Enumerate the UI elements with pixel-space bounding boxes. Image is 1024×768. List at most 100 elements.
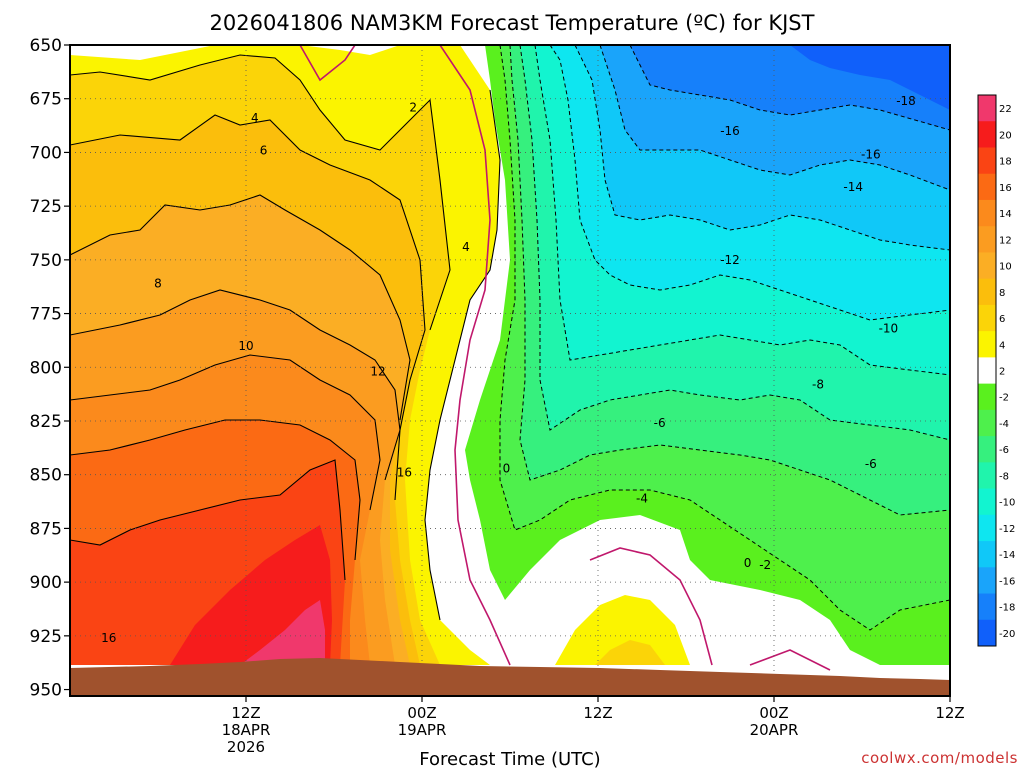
temp-band-22 [240,600,325,665]
y-tick-label: 725 [30,197,62,217]
y-tick-label: 750 [30,251,62,271]
contour-label: -16 [720,124,740,138]
colorbar-swatch [978,226,996,253]
contour-label: -6 [865,457,877,471]
colorbar-label: 6 [999,314,1005,325]
x-axis-title: Forecast Time (UTC) [419,749,600,768]
x-tick-label: 00Z [407,704,436,722]
colorbar-label: -8 [999,471,1009,482]
y-tick-label: 875 [30,519,62,539]
contour-label: 16 [101,631,116,645]
colorbar-label: -6 [999,445,1009,456]
colorbar-frame [977,94,997,647]
colorbar-swatch [978,409,996,437]
contour-label: -18 [896,94,916,108]
warm-contours [70,54,501,621]
contour-label: -10 [879,322,899,336]
colorbar-label: 20 [999,130,1012,141]
colorbar-label: -4 [999,419,1009,430]
contour-label: -14 [843,180,863,194]
colorbar-label: -20 [999,629,1015,640]
y-tick-label: 900 [30,573,62,593]
contour-label: -6 [654,416,666,430]
colorbar-label: 14 [999,209,1012,220]
colorbar-label: -18 [999,603,1015,614]
chart-title: 2026041806 NAM3KM Forecast Temperature (… [210,11,815,35]
x-tick-label: 18APR [222,721,271,739]
colorbar-label: -2 [999,393,1009,404]
colorbar: 22 20 18 16 14 12 10 8 6 4 2 -2 -4 -6 -8 -10 -12 -14 -16 -1… [977,94,1015,647]
y-tick-label: 825 [30,412,62,432]
colorbar-label: 18 [999,157,1012,168]
colorbar-label: -16 [999,576,1015,587]
colorbar-swatch [978,173,996,201]
colorbar-swatch [978,462,996,489]
x-tick-label: 00Z [759,704,788,722]
colorbar-label: 22 [999,104,1012,115]
colorbar-swatch [978,121,996,148]
colorbar-label: 12 [999,235,1012,246]
colorbar-swatch [978,278,996,306]
colorbar-label: -10 [999,498,1015,509]
colorbar-swatch [978,304,996,332]
contour-label: 12 [370,365,385,379]
contour-label: -4 [636,491,648,505]
colorbar-label: 16 [999,183,1012,194]
colorbar-swatch [978,593,996,621]
x-tick-label: 19APR [398,721,447,739]
colorbar-swatch [978,147,996,175]
colorbar-swatch [978,199,996,227]
contour-label: -2 [759,558,771,572]
x-tick-label: 12Z [583,704,612,722]
colorbar-swatch [978,436,996,463]
contour-label: 4 [251,111,259,125]
colorbar-swatch [978,357,996,385]
colorbar-swatch [978,252,996,280]
temp-pocket-gold [595,640,665,665]
freezing-contour [299,45,831,671]
y-tick-label: 950 [30,681,62,701]
credit-text: coolwx.com/models [861,749,1018,767]
x-tick-label: 12Z [935,704,964,722]
x-tick-label: 2026 [227,738,265,756]
contour-label: 0 [503,461,511,475]
x-tick-label: 12Z [231,704,260,722]
colorbar-label: 2 [999,367,1005,378]
y-tick-label: 700 [30,143,62,163]
colorbar-swatch [978,541,996,568]
plot-frame [69,44,951,697]
contour-label: -8 [812,377,824,391]
colorbar-label: -12 [999,524,1015,535]
contour-label: 10 [238,339,253,353]
y-tick-label: 925 [30,627,62,647]
contour-label: 8 [154,276,162,290]
plot-area [70,45,950,696]
colorbar-label: 4 [999,340,1005,351]
y-tick-label: 800 [30,358,62,378]
contour-label: 16 [397,466,412,480]
colorbar-swatch [978,488,996,516]
colorbar-swatch [978,567,996,594]
contour-label: -16 [861,148,881,162]
y-tick-label: 775 [30,305,62,325]
colorbar-swatch [978,619,996,647]
contour-label: 2 [409,100,417,114]
cold-contours [499,45,950,631]
colorbar-label: 10 [999,262,1012,273]
temp-band-neg20 [790,45,950,110]
colorbar-swatch [978,331,996,358]
colorbar-swatch [978,383,996,411]
contour-labels: 4 2 6 4 8 10 12 16 16 0 -16 -18 -16 -14 -12 -10 -8 -6 -6 -4… [101,94,916,645]
contour-label: 4 [462,240,470,254]
contour-label: 6 [260,143,268,157]
y-tick-label: 650 [30,36,62,56]
contour-label: 0 [744,556,752,570]
x-tick-label: 20APR [750,721,799,739]
y-axis: 650 675 700 725 750 775 800 825 850 875 900 925 950 [30,36,70,701]
colorbar-swatch [978,95,996,122]
colorbar-label: 8 [999,288,1005,299]
y-tick-label: 675 [30,90,62,110]
colorbar-label: -14 [999,550,1015,561]
